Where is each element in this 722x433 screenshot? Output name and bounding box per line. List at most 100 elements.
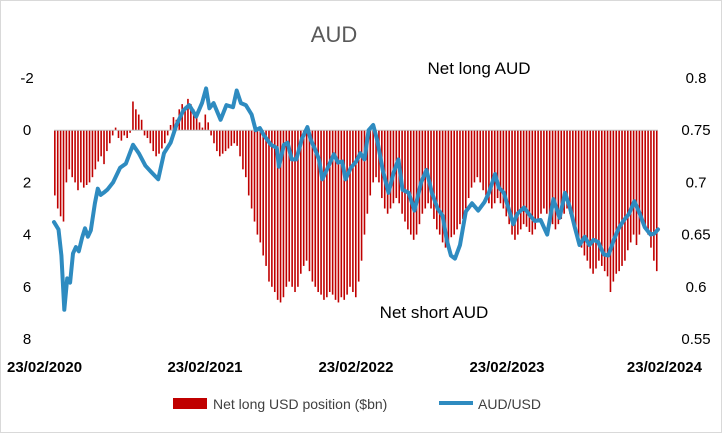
bar-net-long-usd — [114, 127, 117, 131]
bar-net-long-usd — [586, 130, 589, 261]
bar-net-long-usd — [409, 130, 412, 235]
bar-net-long-usd — [331, 130, 334, 295]
bar-net-long-usd — [126, 130, 128, 139]
bar-net-long-usd — [91, 130, 94, 178]
bar-net-long-usd — [62, 130, 65, 222]
bar-net-long-usd — [493, 130, 496, 204]
bar-net-long-usd — [221, 130, 224, 154]
bar-net-long-usd — [491, 130, 493, 209]
bar-net-long-usd — [300, 130, 302, 274]
left-axis-tick-label: 0 — [23, 122, 31, 139]
bar-net-long-usd — [164, 130, 166, 144]
bar-net-long-usd — [152, 130, 155, 152]
bar-net-long-usd — [412, 130, 415, 240]
x-axis-tick-label: 23/02/2020 — [7, 359, 82, 376]
bar-net-long-usd — [589, 130, 591, 269]
bar-net-long-usd — [389, 130, 392, 209]
left-axis-tick-label: 4 — [23, 227, 31, 244]
bar-net-long-usd — [149, 130, 152, 144]
bar-net-long-usd — [572, 130, 574, 222]
bar-net-long-usd — [447, 130, 450, 243]
bar-net-long-usd — [459, 130, 461, 225]
bar-net-long-usd — [82, 130, 85, 188]
bar-net-long-usd — [352, 130, 354, 293]
bar-net-long-usd — [470, 130, 473, 188]
bar-net-long-usd — [548, 130, 551, 219]
bar-net-long-usd — [580, 130, 583, 248]
bar-net-long-usd — [517, 130, 519, 235]
bar-net-long-usd — [276, 130, 279, 300]
bar-net-long-usd — [74, 130, 76, 183]
bar-net-long-usd — [635, 130, 638, 246]
bar-net-long-usd — [554, 130, 557, 230]
bar-net-long-usd — [551, 130, 554, 225]
right-axis-tick-label: 0.55 — [681, 331, 710, 348]
bar-net-long-usd — [337, 130, 340, 303]
bar-net-long-usd — [328, 130, 331, 293]
bar-net-long-usd — [343, 130, 346, 300]
bar-net-long-usd — [479, 130, 482, 183]
bar-net-long-usd — [349, 130, 351, 287]
bar-net-long-usd — [531, 130, 534, 235]
right-axis-tick-label: 0.6 — [686, 279, 707, 296]
bar-net-long-usd — [427, 130, 429, 204]
bar-net-long-usd — [262, 130, 264, 256]
bar-net-long-usd — [624, 130, 626, 261]
bar-net-long-usd — [294, 130, 296, 293]
bar-net-long-usd — [621, 130, 623, 266]
bar-net-long-usd — [334, 130, 337, 300]
bar-net-long-usd — [273, 130, 276, 293]
left-axis-tick-label: 2 — [23, 174, 31, 191]
bar-net-long-usd — [56, 130, 59, 209]
left-axis-tick-label: 8 — [23, 331, 31, 348]
bar-net-long-usd — [320, 130, 322, 295]
bar-net-long-usd — [198, 122, 201, 131]
legend-bar-swatch — [173, 398, 207, 409]
bar-net-long-usd — [629, 130, 632, 243]
bar-net-long-usd — [456, 130, 458, 230]
bar-net-long-usd — [302, 130, 305, 266]
annotation-net-short: Net short AUD — [380, 303, 489, 322]
bar-net-long-usd — [297, 130, 299, 287]
bar-net-long-usd — [499, 130, 502, 204]
bar-net-long-usd — [369, 130, 372, 196]
bar-net-long-usd — [511, 130, 513, 235]
bar-net-long-usd — [323, 130, 325, 300]
bar-net-long-usd — [627, 130, 629, 251]
bar-net-long-usd — [265, 130, 267, 266]
line-aud-usd — [52, 86, 660, 312]
bar-net-long-usd — [77, 130, 79, 191]
bar-net-long-usd — [525, 130, 528, 227]
bar-net-long-usd — [436, 130, 438, 230]
bar-net-long-usd — [404, 130, 406, 222]
bar-net-long-usd — [135, 109, 137, 131]
bar-net-long-usd — [213, 130, 215, 144]
bar-net-long-usd — [100, 130, 102, 157]
x-axis-tick-label: 23/02/2024 — [627, 359, 703, 376]
bar-net-long-usd — [502, 130, 505, 209]
bar-net-long-usd — [236, 130, 238, 146]
bar-net-long-usd — [444, 130, 447, 248]
bar-net-long-usd — [603, 130, 606, 272]
bar-net-long-usd — [415, 130, 418, 235]
bar-net-long-usd — [375, 130, 377, 178]
bar-net-long-usd — [496, 130, 499, 199]
bar-net-long-usd — [421, 130, 424, 214]
bar-net-long-usd — [158, 130, 160, 154]
bar-net-long-usd — [438, 130, 441, 235]
bar-net-long-usd — [71, 130, 73, 178]
bar-net-long-usd — [54, 130, 56, 196]
x-axis-tick-label: 23/02/2022 — [318, 359, 393, 376]
x-axis-tick-label: 23/02/2023 — [469, 359, 544, 376]
right-axis-tick-label: 0.65 — [681, 227, 710, 244]
bar-net-long-usd — [505, 130, 508, 217]
bar-net-long-usd — [259, 130, 262, 243]
bar-net-long-usd — [245, 130, 247, 178]
bar-net-long-usd — [606, 130, 609, 277]
bar-net-long-usd — [187, 98, 189, 131]
bar-net-long-usd — [210, 130, 212, 136]
bar-net-long-usd — [195, 117, 198, 131]
bar-net-long-usd — [430, 130, 432, 209]
bar-net-long-usd — [464, 130, 467, 209]
bar-net-long-usd — [473, 130, 476, 183]
